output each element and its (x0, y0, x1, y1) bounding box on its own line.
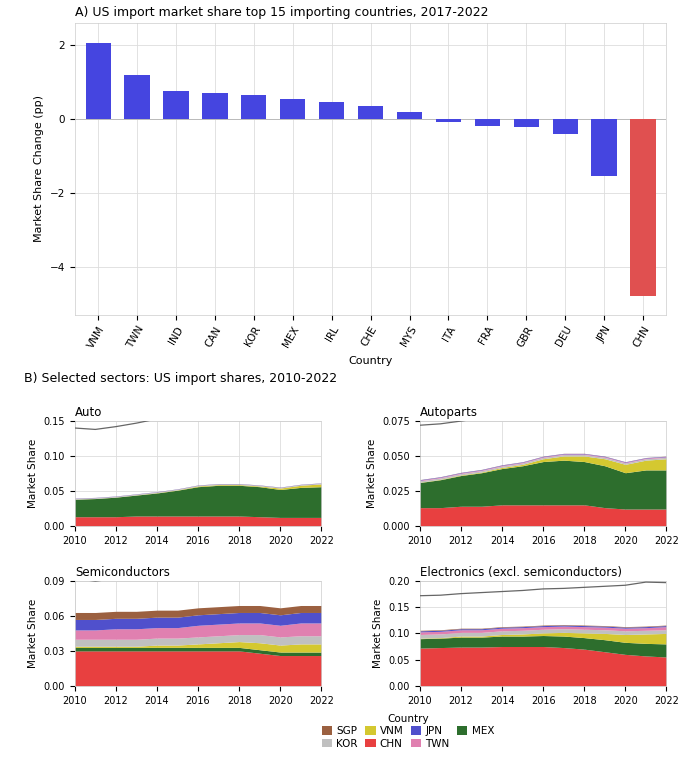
Text: A) US import market share top 15 importing countries, 2017-2022: A) US import market share top 15 importi… (75, 6, 488, 19)
Bar (319, 102, 344, 119)
Bar (358, 106, 384, 119)
Bar (475, 119, 500, 126)
Text: Semiconductors: Semiconductors (75, 566, 170, 579)
Text: Auto: Auto (75, 406, 102, 419)
X-axis label: Country: Country (348, 356, 393, 366)
Text: Autoparts: Autoparts (420, 406, 478, 419)
Bar (124, 75, 150, 119)
Bar (280, 98, 305, 119)
Y-axis label: Market Share Change (pp): Market Share Change (pp) (34, 95, 44, 242)
Bar (630, 119, 656, 296)
Bar (163, 91, 188, 119)
Y-axis label: Market Share: Market Share (28, 438, 38, 507)
Y-axis label: Market Share: Market Share (373, 598, 383, 668)
Bar (436, 119, 461, 122)
Bar (241, 95, 267, 119)
Bar (513, 119, 539, 127)
Y-axis label: Market Share: Market Share (367, 438, 377, 507)
Bar (86, 43, 111, 119)
Bar (397, 112, 422, 119)
Text: Electronics (excl. semiconductors): Electronics (excl. semiconductors) (420, 566, 622, 579)
Bar (553, 119, 578, 134)
Legend: SGP, KOR, VNM, CHN, JPN, TWN, MEX: SGP, KOR, VNM, CHN, JPN, TWN, MEX (318, 709, 498, 753)
Text: B) Selected sectors: US import shares, 2010-2022: B) Selected sectors: US import shares, 2… (24, 372, 337, 385)
Bar (202, 93, 228, 119)
Y-axis label: Market Share: Market Share (28, 598, 38, 668)
Bar (592, 119, 617, 176)
